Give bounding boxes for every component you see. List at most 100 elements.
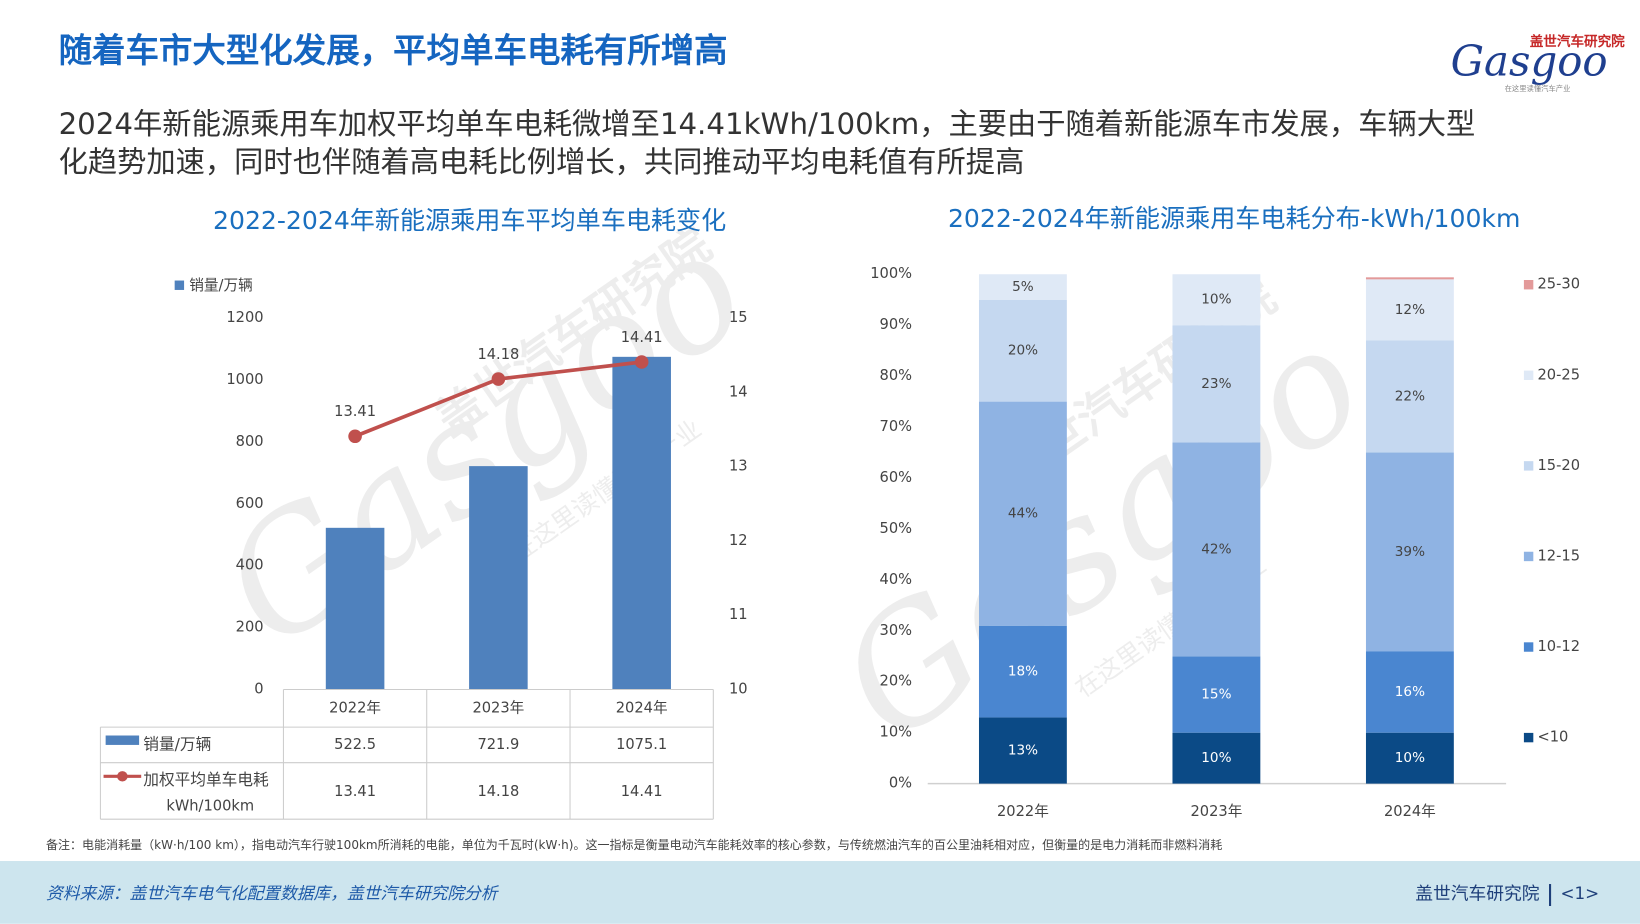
table-cell: 13.41 (334, 783, 376, 800)
legend-swatch (1523, 280, 1534, 290)
bar (469, 466, 528, 690)
x-tick-label: 2023年 (472, 699, 524, 716)
y-tick-label: 90% (880, 316, 913, 333)
data-label: 18% (1008, 664, 1038, 680)
data-label: 5% (1012, 279, 1034, 295)
y2-tick-label: 14 (729, 383, 748, 400)
table-legend-swatch (105, 735, 140, 745)
legend-label: <10 (1538, 729, 1569, 746)
bar-segment (1172, 732, 1261, 784)
logo-slogan: 在这里读懂汽车产业 (1505, 84, 1571, 93)
data-label: 44% (1008, 506, 1038, 522)
page-number: <1> (1561, 883, 1600, 903)
table-row-label: 加权平均单车电耗 (143, 770, 269, 789)
y2-tick-label: 11 (729, 606, 748, 623)
bar-segment (1365, 452, 1454, 652)
y-tick-label: 40% (880, 571, 913, 588)
y-tick-label: 70% (880, 418, 913, 435)
data-label: 10% (1201, 292, 1231, 308)
bar-segment (978, 717, 1067, 784)
y-tick-label: 0 (254, 680, 263, 697)
y2-tick-label: 15 (729, 309, 748, 326)
bar-segment (978, 401, 1067, 626)
y2-tick-label: 12 (729, 532, 748, 549)
y-tick-label: 1200 (226, 309, 263, 326)
x-tick-label: 2024年 (1384, 803, 1436, 820)
data-label: 20% (1008, 343, 1038, 359)
bar (325, 527, 385, 690)
data-label: 13.41 (334, 403, 376, 420)
data-label: 12% (1395, 302, 1425, 318)
table-row-label: 销量/万辆 (143, 734, 211, 753)
subtitle-line: 2024年新能源乘用车加权平均单车电耗微增至14.41kWh/100km，主要由… (59, 107, 1476, 141)
legend-swatch (1523, 642, 1534, 652)
bar-segment (1172, 656, 1261, 733)
y-tick-label: 400 (236, 557, 264, 574)
bar-segment (978, 299, 1067, 402)
table-cell: 14.18 (477, 783, 519, 800)
bar-segment (1172, 274, 1261, 326)
legend-label: 15-20 (1538, 457, 1581, 474)
data-label: 39% (1395, 544, 1425, 560)
legend-swatch (1523, 370, 1534, 380)
legend-swatch (1523, 732, 1534, 743)
data-label: 14.41 (621, 329, 663, 346)
x-tick-label: 2024年 (616, 699, 668, 716)
y-tick-label: 50% (880, 520, 913, 537)
y-tick-label: 200 (236, 619, 264, 636)
bar-segment (1365, 340, 1454, 453)
bar-segment (1365, 732, 1454, 784)
y-tick-label: 1000 (226, 371, 263, 388)
table-cell: 1075.1 (616, 736, 667, 753)
footer-org: 盖世汽车研究院 (1415, 883, 1540, 904)
table-row-label: kWh/100km (166, 798, 254, 815)
table-cell: 522.5 (334, 736, 376, 753)
line-marker (348, 429, 362, 444)
x-tick-label: 2022年 (329, 699, 381, 716)
footer-band (0, 861, 1640, 924)
bar-segment (978, 625, 1067, 718)
y2-tick-label: 10 (729, 680, 748, 697)
table-cell: 721.9 (477, 736, 519, 753)
bar-segment (1172, 442, 1261, 657)
table-legend-marker (117, 771, 128, 782)
y2-tick-label: 13 (729, 458, 748, 475)
data-label: 22% (1395, 389, 1425, 405)
chart-title: 2022-2024年新能源乘用车电耗分布-kWh/100km (948, 204, 1520, 233)
x-tick-label: 2022年 (997, 803, 1049, 820)
legend-swatch (174, 280, 185, 290)
bar (612, 356, 671, 690)
data-label: 23% (1201, 376, 1231, 392)
legend-label: 12-15 (1538, 547, 1581, 564)
bar-segment (1365, 651, 1454, 733)
page-title: 随着车市大型化发展，平均单车电耗有所增高 (59, 31, 728, 70)
line-marker (491, 372, 506, 386)
data-label: 13% (1008, 743, 1038, 759)
y-tick-label: 600 (236, 495, 264, 512)
legend-label: 20-25 (1538, 366, 1581, 383)
y-tick-label: 800 (236, 433, 264, 450)
data-label: 14.18 (477, 346, 519, 363)
data-label: 10% (1395, 750, 1425, 766)
table-cell: 14.41 (621, 783, 663, 800)
y-tick-label: 100% (870, 265, 912, 282)
y-tick-label: 30% (880, 622, 913, 639)
line-marker (634, 355, 649, 369)
subtitle-line: 化趋势加速，同时也伴随着高电耗比例增长，共同推动平均电耗值有所提高 (59, 145, 1025, 179)
bar-segment (1365, 277, 1454, 280)
legend-label: 销量/万辆 (189, 277, 252, 294)
data-label: 15% (1201, 686, 1231, 702)
logo-brand: Gasgoo (1451, 37, 1608, 86)
y-tick-label: 60% (880, 469, 913, 486)
bar-segment (978, 274, 1067, 300)
legend-swatch (1523, 461, 1534, 471)
x-tick-label: 2023年 (1190, 803, 1242, 820)
data-label: 16% (1395, 684, 1425, 700)
legend-swatch (1523, 551, 1534, 562)
y-tick-label: 10% (880, 724, 913, 741)
legend-label: 10-12 (1538, 638, 1581, 655)
source: 资料来源：盖世汽车电气化配置数据库，盖世汽车研究院分析 (46, 883, 500, 903)
data-label: 42% (1201, 541, 1231, 557)
